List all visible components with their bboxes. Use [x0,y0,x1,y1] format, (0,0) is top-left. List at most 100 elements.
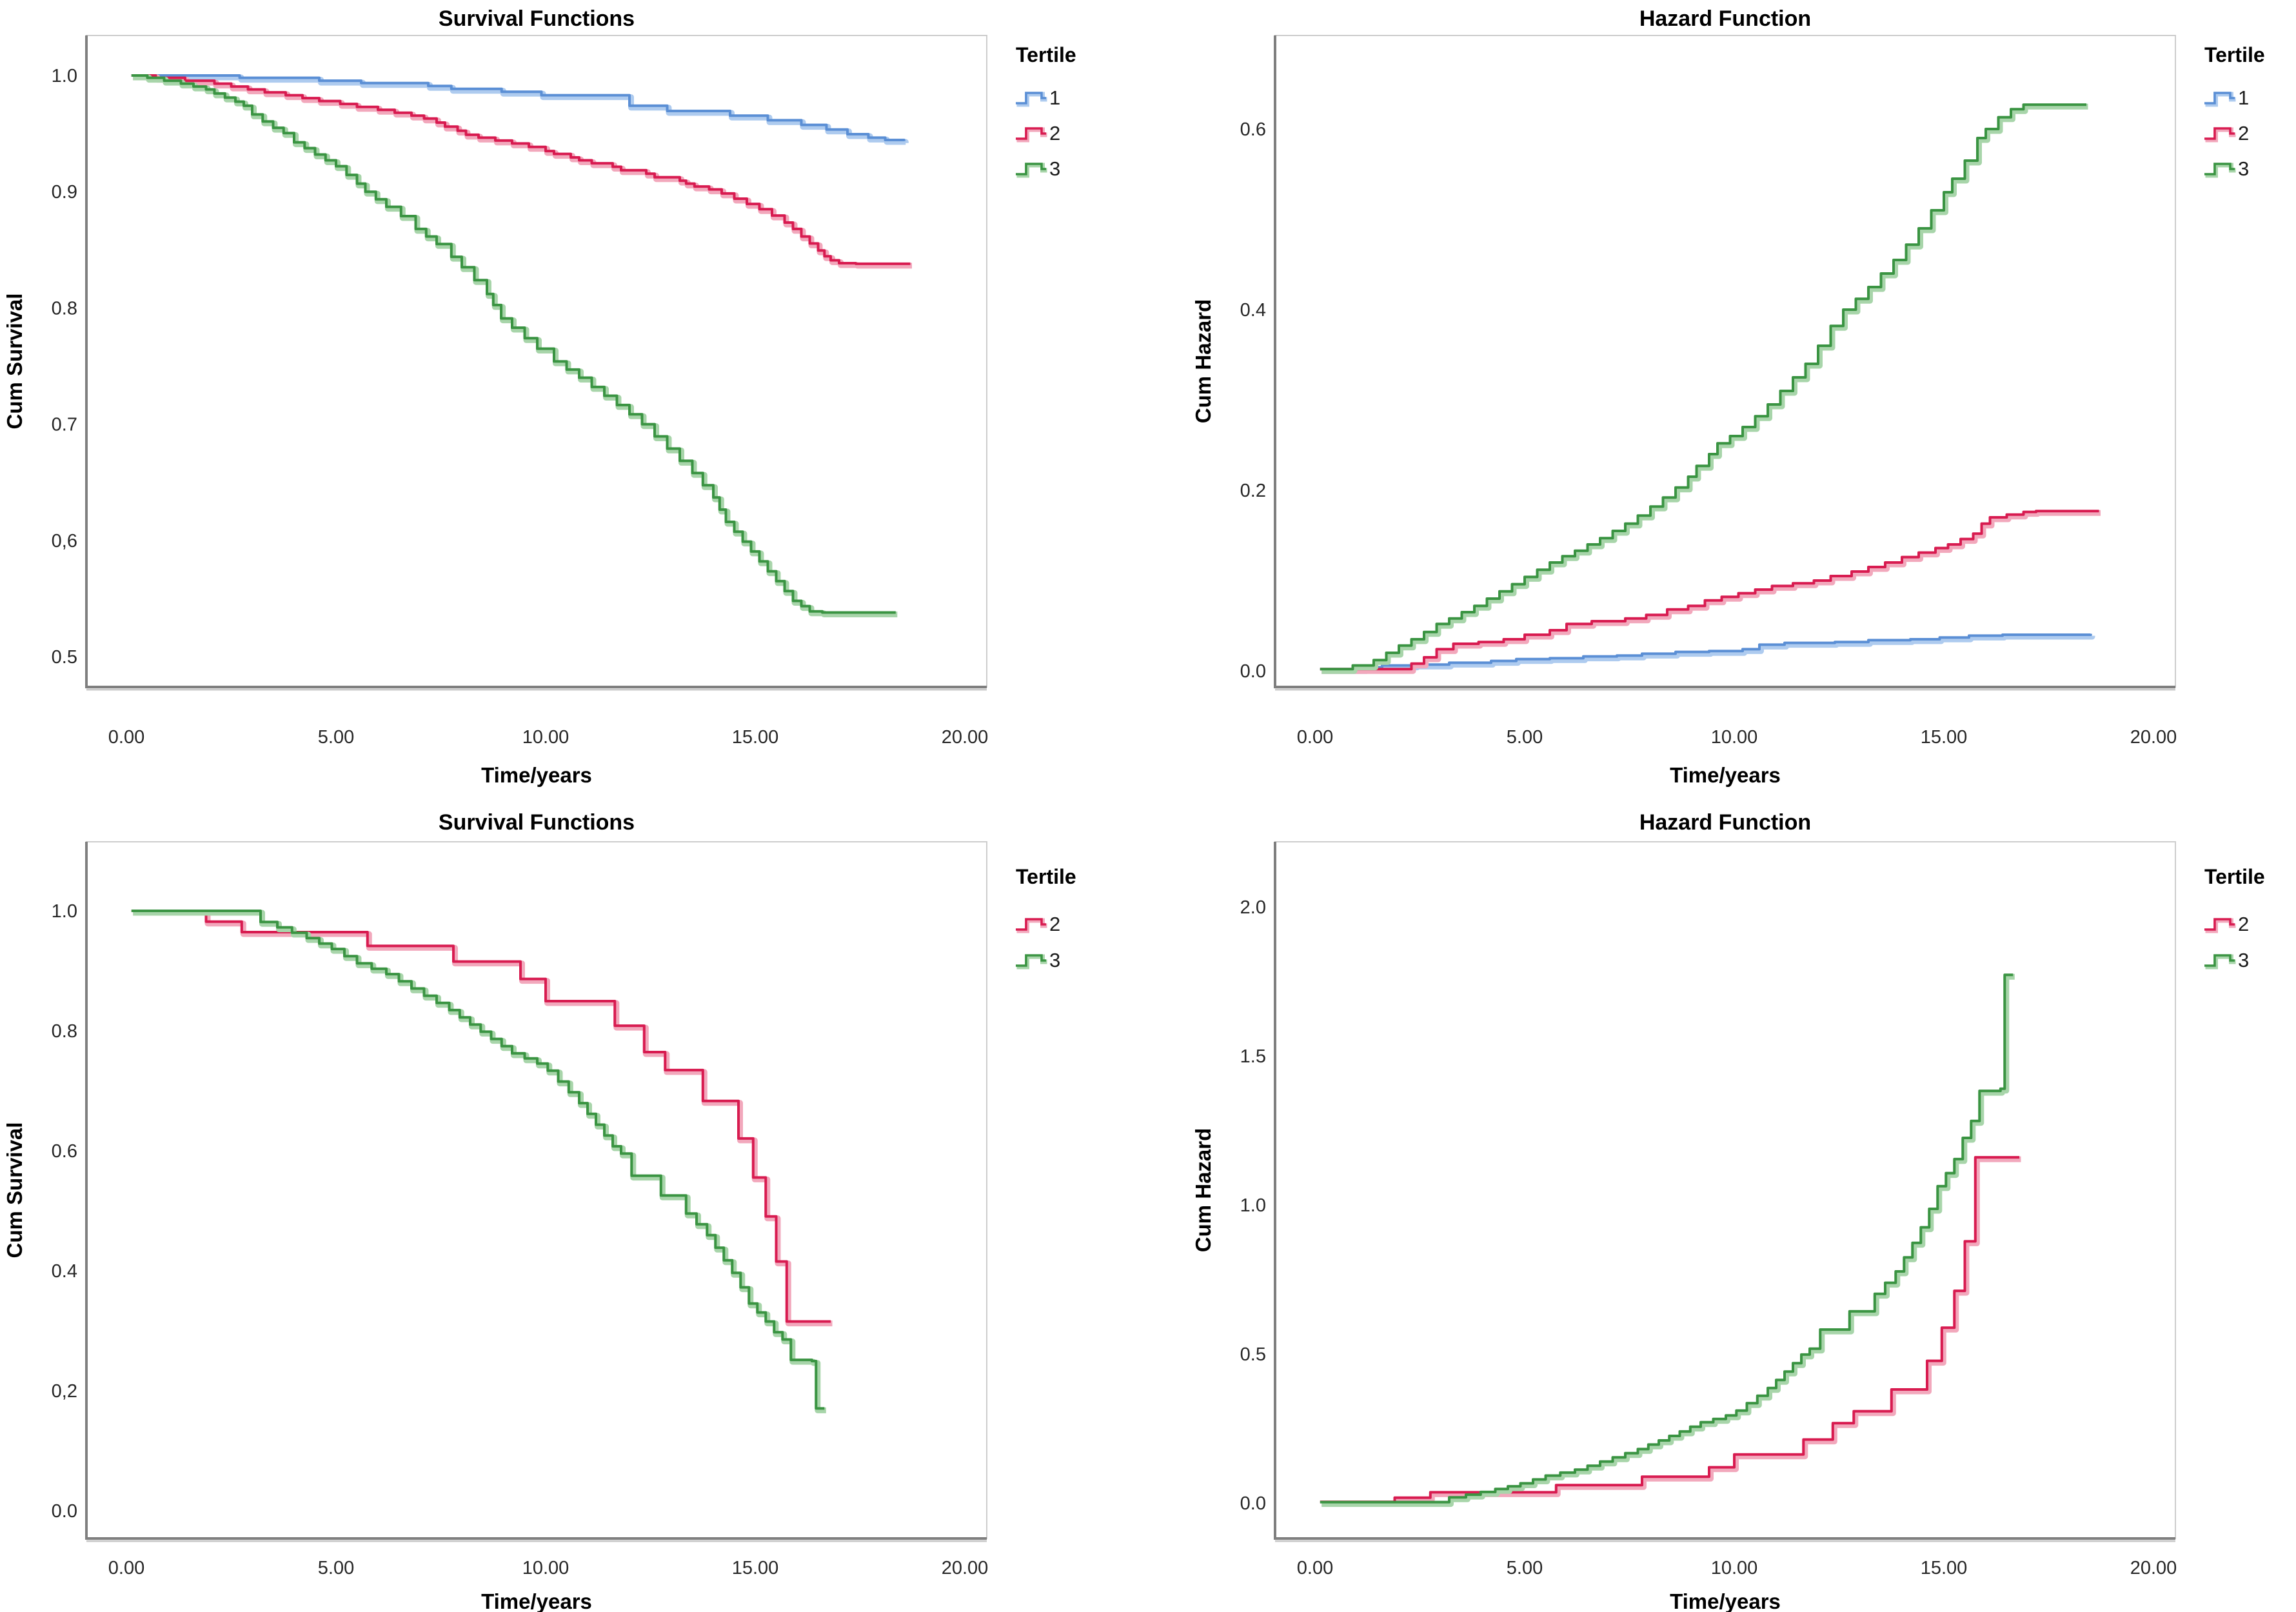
legend-item-label: 3 [1049,949,1060,971]
legend-item-label: 3 [1049,157,1060,180]
legend-item-tertile-1: 1 [2204,86,2249,109]
legend-swatch-halo [2205,918,2236,933]
legend-item-label: 1 [2238,86,2249,109]
legend-item-tertile-3: 3 [2204,157,2249,180]
legend-item-label: 2 [1049,913,1060,935]
y-tick-label: 1.5 [1240,1046,1266,1067]
legend-swatch-halo [1016,127,1047,143]
x-axis-label: Time/years [481,763,592,787]
series-halo-tertile-2 [1321,1156,2021,1507]
legend-swatch-halo [2205,163,2236,178]
series-halo-tertile-3 [1321,103,2088,674]
series-halo-tertile-3 [133,74,898,617]
legend-item-tertile-3: 3 [2204,949,2249,971]
x-tick-label: 10.00 [522,1558,569,1578]
plot-frame [1274,841,2176,1539]
series-halo-tertile-1 [1321,633,2095,674]
y-axis-label: Cum Survival [3,1122,26,1259]
x-tick-label: 10.00 [522,727,569,748]
x-tick-label: 15.00 [732,1558,779,1578]
chart-title: Hazard Function [1639,810,1811,835]
legend-title: Tertile [2204,43,2265,66]
legend-item-tertile-3: 3 [1016,949,1060,971]
y-tick-label: 0.4 [52,1261,77,1282]
x-axis-label: Time/years [1670,763,1781,787]
x-tick-label: 15.00 [1921,727,1968,748]
x-tick-label: 20.00 [2130,727,2177,748]
legend-swatch-halo [1016,918,1047,933]
series-line-tertile-2 [1320,510,2099,671]
y-tick-label: 0.8 [52,1021,77,1042]
legend-swatch-step-icon [1016,163,1046,175]
y-tick-label: 0.5 [1240,1344,1266,1365]
legend-swatch-halo [1016,92,1047,107]
legend-title: Tertile [1016,43,1076,66]
x-tick-label: 5.00 [318,727,354,748]
legend-swatch-step-icon [2204,954,2235,967]
series-line-tertile-3 [1320,103,2086,671]
x-tick-label: 0.00 [108,727,144,748]
y-tick-label: 0.5 [52,647,77,668]
series-halo-tertile-2 [133,910,833,1327]
legend-swatch-step-icon [1016,92,1046,104]
legend-item-label: 3 [2238,949,2249,971]
x-tick-label: 5.00 [1507,727,1543,748]
y-tick-label: 2.0 [1240,897,1266,918]
legend-title: Tertile [2204,865,2265,888]
series-line-tertile-2 [131,910,831,1323]
legend-item-tertile-3: 3 [1016,157,1060,180]
chart-svg-survival-functions: 1.0 0.8 0.6 0.4 0,2 0.0 0.00 5.00 10.00 15.00 20.0… [3,810,1076,1612]
x-tick-label: 0.00 [1297,727,1333,748]
y-tick-label: 0.0 [1240,1493,1266,1514]
legend-swatch-step-icon [2204,163,2235,175]
chart-survival-functions-all-tertiles: 1.0 0.9 0.8 0.7 0,6 0.5 0.00 5.00 10.00 15.00 20.0… [0,0,1107,806]
y-axis-label: Cum Survival [3,294,26,430]
series-line-tertile-3 [131,74,896,614]
y-tick-label: 0.2 [1240,481,1266,501]
x-tick-label: 15.00 [1921,1558,1968,1578]
x-tick-label: 10.00 [1711,727,1758,748]
legend-item-tertile-2: 2 [1016,913,1060,935]
y-tick-label: 0.6 [1240,119,1266,140]
x-axis-label: Time/years [481,1589,592,1612]
plot-frame [1274,35,2176,688]
y-tick-label: 0.4 [1240,300,1266,321]
series-line-tertile-2 [131,74,911,265]
x-axis-label: Time/years [1670,1589,1781,1612]
y-tick-label: 0.8 [52,298,77,319]
x-tick-label: 20.00 [2130,1558,2177,1578]
legend-swatch-step-icon [2204,92,2235,104]
legend-item-tertile-2: 2 [1016,122,1060,144]
series-line-tertile-3 [131,910,825,1410]
legend-swatch-halo [1016,954,1047,970]
x-tick-label: 0.00 [1297,1558,1333,1578]
chart-survival-functions-tertiles-2-3: 1.0 0.8 0.6 0.4 0,2 0.0 0.00 5.00 10.00 15.00 20.0… [0,806,1107,1612]
series-line-tertile-3 [1320,973,2014,1504]
legend-swatch-step-icon [1016,954,1046,967]
series-halo-tertile-3 [133,910,826,1413]
x-tick-label: 10.00 [1711,1558,1758,1578]
plot-frame [86,841,987,1539]
legend-swatch-halo [2205,954,2236,970]
legend-swatch-step-icon [1016,918,1046,931]
y-tick-label: 0.0 [1240,661,1266,682]
legend-item-label: 2 [2238,122,2249,144]
chart-svg-survival-functions: 1.0 0.9 0.8 0.7 0,6 0.5 0.00 5.00 10.00 15.00 20.0… [3,6,1076,787]
x-tick-label: 20.00 [942,1558,989,1578]
y-tick-label: 0.6 [52,1141,77,1162]
series-halo-tertile-2 [1321,510,2101,674]
legend-swatch-step-icon [2204,918,2235,931]
chart-title: Survival Functions [439,810,635,835]
legend-swatch-step-icon [2204,127,2235,140]
chart-title: Survival Functions [439,6,635,31]
series-line-tertile-1 [1320,633,2092,671]
legend-item-tertile-2: 2 [2204,122,2249,144]
chart-svg-hazard-function: 0.6 0.4 0.2 0.0 0.00 5.00 10.00 15.00 20.00 Hazar… [1191,6,2265,787]
y-axis-label: Cum Hazard [1191,1128,1215,1253]
series-line-tertile-1 [131,74,906,141]
y-tick-label: 0.9 [52,182,77,203]
chart-title: Hazard Function [1639,6,1811,31]
x-tick-label: 20.00 [942,727,989,748]
series-line-tertile-2 [1320,1156,2019,1504]
legend-swatch-halo [2205,127,2236,143]
